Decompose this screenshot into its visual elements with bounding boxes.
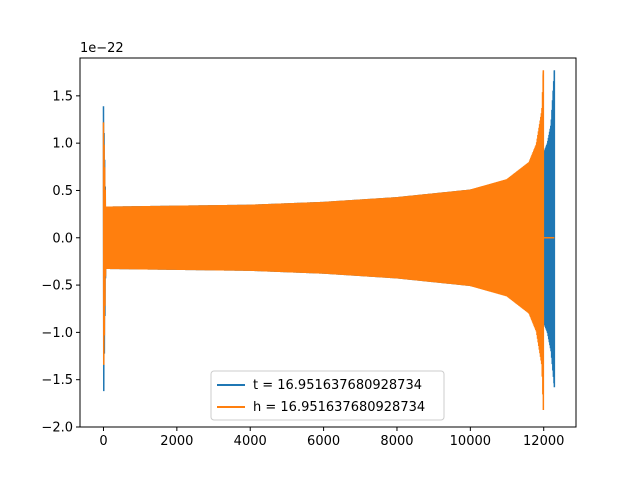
legend-label-t: t = 16.951637680928734 (253, 378, 422, 393)
x-tick-label: 2000 (160, 434, 193, 449)
x-tick-label: 12000 (523, 434, 564, 449)
y-tick-label: −1.0 (41, 326, 73, 341)
y-tick-label: 1.0 (52, 137, 73, 152)
legend: t = 16.951637680928734 h = 16.9516376809… (210, 370, 445, 421)
series-line-h (102, 70, 555, 410)
y-offset-label: 1e−22 (80, 41, 124, 56)
plot-area (102, 70, 556, 410)
x-tick-label: 6000 (307, 434, 340, 449)
y-tick-label: 0.5 (52, 184, 73, 199)
x-tick-label: 0 (99, 434, 107, 449)
x-tick-label: 10000 (450, 434, 491, 449)
x-tick-label: 4000 (234, 434, 267, 449)
y-tick-label: 0.0 (52, 231, 73, 246)
x-axis: 0 2000 4000 6000 8000 10000 12000 (99, 427, 564, 449)
legend-label-h: h = 16.951637680928734 (253, 400, 425, 415)
y-tick-label: −2.0 (41, 421, 73, 436)
legend-box (210, 370, 445, 421)
series-layer (102, 70, 556, 410)
y-tick-label: −1.5 (41, 373, 73, 388)
y-axis: −2.0 −1.5 −1.0 −0.5 0.0 0.5 1.0 1.5 (41, 89, 80, 436)
x-tick-label: 8000 (380, 434, 413, 449)
y-tick-label: 1.5 (52, 89, 73, 104)
y-tick-label: −0.5 (41, 279, 73, 294)
plot-frame (79, 57, 577, 428)
